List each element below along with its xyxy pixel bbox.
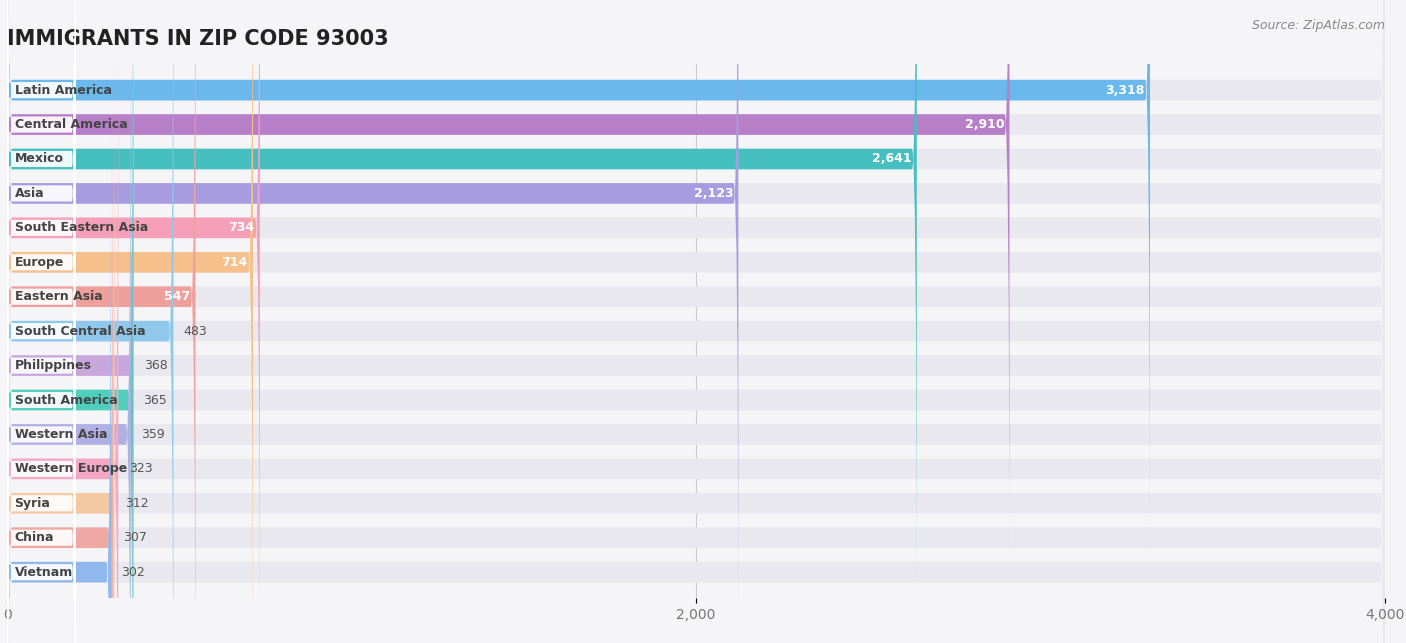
Text: China: China	[14, 531, 53, 544]
FancyBboxPatch shape	[7, 167, 76, 643]
Text: Western Asia: Western Asia	[14, 428, 107, 441]
Text: 359: 359	[141, 428, 165, 441]
FancyBboxPatch shape	[7, 0, 1385, 643]
FancyBboxPatch shape	[7, 64, 76, 643]
Text: 734: 734	[229, 221, 254, 234]
Text: Source: ZipAtlas.com: Source: ZipAtlas.com	[1251, 19, 1385, 32]
Text: 714: 714	[222, 256, 247, 269]
FancyBboxPatch shape	[7, 0, 1150, 562]
FancyBboxPatch shape	[7, 0, 1385, 596]
FancyBboxPatch shape	[7, 0, 1385, 643]
FancyBboxPatch shape	[7, 0, 76, 643]
Text: Vietnam: Vietnam	[14, 566, 73, 579]
FancyBboxPatch shape	[7, 0, 131, 643]
FancyBboxPatch shape	[7, 0, 76, 633]
Text: 312: 312	[125, 497, 149, 510]
Text: 365: 365	[143, 394, 167, 406]
FancyBboxPatch shape	[7, 0, 76, 530]
FancyBboxPatch shape	[7, 0, 1385, 643]
FancyBboxPatch shape	[7, 0, 76, 643]
FancyBboxPatch shape	[7, 0, 76, 495]
FancyBboxPatch shape	[7, 0, 1010, 596]
Text: 307: 307	[124, 531, 148, 544]
FancyBboxPatch shape	[7, 32, 1385, 643]
Text: 547: 547	[165, 290, 190, 303]
FancyBboxPatch shape	[7, 66, 112, 643]
Text: Western Europe: Western Europe	[14, 462, 127, 475]
FancyBboxPatch shape	[7, 0, 132, 643]
FancyBboxPatch shape	[7, 0, 195, 643]
FancyBboxPatch shape	[7, 0, 134, 643]
FancyBboxPatch shape	[7, 32, 114, 643]
FancyBboxPatch shape	[7, 0, 1385, 643]
Text: South America: South America	[14, 394, 117, 406]
FancyBboxPatch shape	[7, 98, 76, 643]
Text: 323: 323	[128, 462, 152, 475]
Text: 3,318: 3,318	[1105, 84, 1144, 96]
Text: 2,641: 2,641	[872, 152, 911, 165]
FancyBboxPatch shape	[7, 0, 76, 643]
FancyBboxPatch shape	[7, 0, 260, 643]
FancyBboxPatch shape	[7, 0, 1385, 643]
FancyBboxPatch shape	[7, 0, 118, 643]
Text: Eastern Asia: Eastern Asia	[14, 290, 103, 303]
Text: Mexico: Mexico	[14, 152, 63, 165]
FancyBboxPatch shape	[7, 0, 76, 599]
Text: 368: 368	[145, 359, 167, 372]
FancyBboxPatch shape	[7, 66, 1385, 643]
FancyBboxPatch shape	[7, 0, 76, 643]
Text: Central America: Central America	[14, 118, 128, 131]
FancyBboxPatch shape	[7, 0, 917, 631]
Text: 483: 483	[184, 325, 208, 338]
Text: South Central Asia: South Central Asia	[14, 325, 145, 338]
FancyBboxPatch shape	[7, 0, 253, 643]
Text: 302: 302	[121, 566, 145, 579]
FancyBboxPatch shape	[7, 0, 1385, 643]
Text: 2,123: 2,123	[693, 187, 733, 200]
Text: IMMIGRANTS IN ZIP CODE 93003: IMMIGRANTS IN ZIP CODE 93003	[7, 29, 388, 49]
Text: 2,910: 2,910	[965, 118, 1004, 131]
FancyBboxPatch shape	[7, 0, 76, 643]
Text: Syria: Syria	[14, 497, 51, 510]
FancyBboxPatch shape	[7, 0, 1385, 643]
Text: Latin America: Latin America	[14, 84, 111, 96]
FancyBboxPatch shape	[7, 0, 1385, 562]
Text: Europe: Europe	[14, 256, 65, 269]
FancyBboxPatch shape	[7, 132, 76, 643]
Text: Asia: Asia	[14, 187, 44, 200]
FancyBboxPatch shape	[7, 0, 1385, 643]
Text: South Eastern Asia: South Eastern Asia	[14, 221, 148, 234]
FancyBboxPatch shape	[7, 30, 76, 643]
Text: Philippines: Philippines	[14, 359, 91, 372]
FancyBboxPatch shape	[7, 0, 1385, 643]
FancyBboxPatch shape	[7, 0, 1385, 631]
FancyBboxPatch shape	[7, 100, 111, 643]
FancyBboxPatch shape	[7, 100, 1385, 643]
FancyBboxPatch shape	[7, 0, 738, 643]
FancyBboxPatch shape	[7, 0, 173, 643]
FancyBboxPatch shape	[7, 0, 76, 564]
